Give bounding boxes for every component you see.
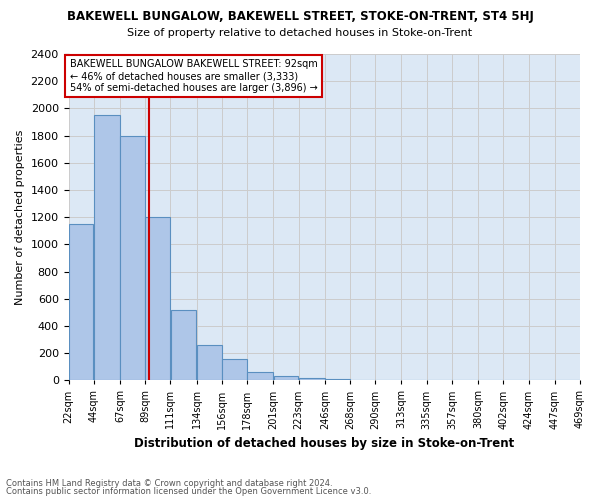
- Text: Contains HM Land Registry data © Crown copyright and database right 2024.: Contains HM Land Registry data © Crown c…: [6, 478, 332, 488]
- Y-axis label: Number of detached properties: Number of detached properties: [15, 130, 25, 305]
- Bar: [222, 358, 247, 380]
- X-axis label: Distribution of detached houses by size in Stoke-on-Trent: Distribution of detached houses by size …: [134, 437, 514, 450]
- Bar: [69, 224, 94, 380]
- Bar: [197, 345, 221, 380]
- Text: Contains public sector information licensed under the Open Government Licence v3: Contains public sector information licen…: [6, 487, 371, 496]
- Bar: [247, 372, 273, 380]
- Bar: [170, 310, 196, 380]
- Bar: [299, 378, 325, 380]
- Bar: [145, 217, 170, 380]
- Bar: [274, 376, 298, 380]
- Text: Size of property relative to detached houses in Stoke-on-Trent: Size of property relative to detached ho…: [127, 28, 473, 38]
- Text: BAKEWELL BUNGALOW, BAKEWELL STREET, STOKE-ON-TRENT, ST4 5HJ: BAKEWELL BUNGALOW, BAKEWELL STREET, STOK…: [67, 10, 533, 23]
- Bar: [121, 136, 145, 380]
- Bar: [325, 379, 350, 380]
- Bar: [94, 115, 120, 380]
- Text: BAKEWELL BUNGALOW BAKEWELL STREET: 92sqm
← 46% of detached houses are smaller (3: BAKEWELL BUNGALOW BAKEWELL STREET: 92sqm…: [70, 60, 317, 92]
